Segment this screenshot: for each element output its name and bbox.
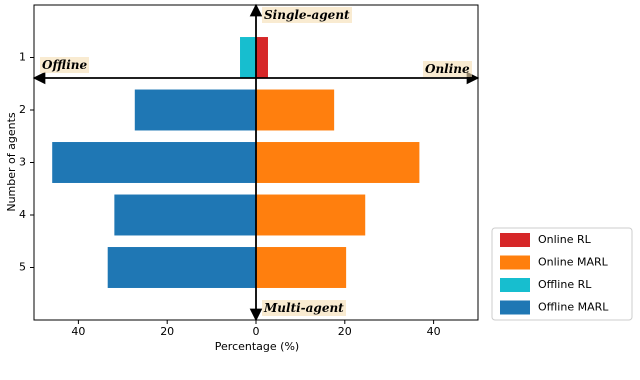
y-tick-label: 2 bbox=[19, 103, 26, 116]
legend-swatch bbox=[500, 233, 530, 247]
annotation: Single-agent bbox=[262, 7, 352, 23]
legend-label: Online MARL bbox=[538, 256, 609, 269]
x-tick-label: 0 bbox=[253, 325, 260, 338]
bar bbox=[134, 89, 256, 131]
bar bbox=[240, 37, 256, 78]
bar bbox=[256, 142, 420, 183]
x-tick-label: 20 bbox=[160, 325, 174, 338]
x-axis-label: Percentage (%) bbox=[215, 340, 299, 353]
annotation: Offline bbox=[40, 57, 90, 73]
bar bbox=[107, 247, 256, 288]
x-tick-label: 40 bbox=[71, 325, 85, 338]
y-axis-label: Number of agents bbox=[5, 112, 18, 212]
legend-swatch bbox=[500, 255, 530, 270]
x-tick-label: 20 bbox=[338, 325, 352, 338]
legend-box bbox=[491, 227, 633, 321]
y-tick-label: 4 bbox=[19, 208, 26, 221]
annotation: Multi-agent bbox=[262, 300, 346, 316]
x-tick-label: 40 bbox=[427, 325, 441, 338]
bar bbox=[256, 89, 335, 131]
bar bbox=[256, 247, 347, 288]
legend-label: Online RL bbox=[538, 233, 592, 246]
bar bbox=[256, 37, 268, 78]
y-tick-label: 1 bbox=[19, 51, 26, 64]
legend-label: Offline RL bbox=[538, 278, 592, 291]
annotation: Online bbox=[423, 61, 472, 77]
bar bbox=[114, 194, 256, 236]
legend-swatch bbox=[500, 278, 530, 292]
y-tick-label: 3 bbox=[19, 156, 26, 169]
legend-swatch bbox=[500, 300, 530, 315]
legend-label: Offline MARL bbox=[538, 301, 609, 314]
y-tick-label: 5 bbox=[19, 261, 26, 274]
bar bbox=[256, 194, 366, 236]
bar bbox=[52, 142, 257, 183]
